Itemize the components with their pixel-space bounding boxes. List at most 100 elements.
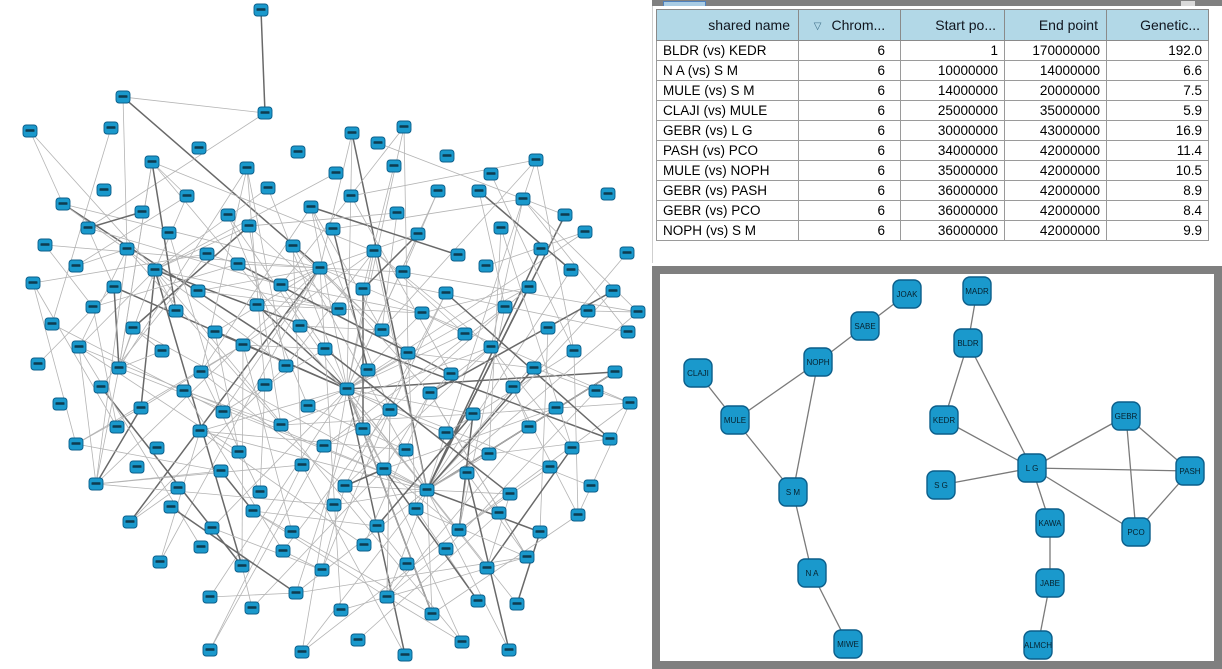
overview-node[interactable]	[602, 432, 618, 446]
overview-node[interactable]	[230, 257, 246, 271]
overview-node[interactable]	[154, 344, 170, 358]
node-shape[interactable]	[720, 405, 750, 435]
overview-node[interactable]	[257, 378, 273, 392]
node-shape[interactable]	[1111, 401, 1141, 431]
overview-node[interactable]	[424, 607, 440, 621]
overview-node[interactable]	[526, 361, 542, 375]
overview-node[interactable]	[25, 276, 41, 290]
overview-node[interactable]	[438, 286, 454, 300]
overview-node[interactable]	[459, 466, 475, 480]
overview-node[interactable]	[533, 242, 549, 256]
overview-node[interactable]	[438, 542, 454, 556]
overview-node[interactable]	[106, 280, 122, 294]
node-shape[interactable]	[892, 279, 922, 309]
node-SG[interactable]: S G	[926, 470, 956, 500]
node-shape[interactable]	[833, 629, 863, 659]
table-row[interactable]: CLAJI (vs) MULE 6 25000000 35000000 5.9	[656, 100, 1209, 121]
node-MIWE[interactable]: MIWE	[833, 629, 863, 659]
overview-node[interactable]	[395, 265, 411, 279]
overview-node[interactable]	[88, 477, 104, 491]
column-header-sharedname[interactable]: shared name	[656, 9, 799, 41]
node-shape[interactable]	[850, 311, 880, 341]
node-shape[interactable]	[1023, 630, 1053, 660]
overview-node[interactable]	[422, 386, 438, 400]
overview-node[interactable]	[96, 183, 112, 197]
overview-node[interactable]	[570, 508, 586, 522]
overview-node[interactable]	[52, 397, 68, 411]
node-KAWA[interactable]: KAWA	[1035, 508, 1065, 538]
overview-node[interactable]	[163, 500, 179, 514]
table-row[interactable]: BLDR (vs) KEDR 6 1 170000000 192.0	[656, 40, 1209, 61]
node-shape[interactable]	[797, 558, 827, 588]
overview-node[interactable]	[470, 594, 486, 608]
attribute-table[interactable]: shared name ▽ Chrom... Start po... End point…	[656, 9, 1209, 241]
overview-node[interactable]	[303, 200, 319, 214]
overview-node[interactable]	[290, 145, 306, 159]
node-NOPH[interactable]: NOPH	[803, 347, 833, 377]
overview-node[interactable]	[204, 521, 220, 535]
column-header-endpoint[interactable]: End point	[1004, 9, 1107, 41]
node-shape[interactable]	[953, 328, 983, 358]
overview-node[interactable]	[451, 523, 467, 537]
overview-node[interactable]	[193, 365, 209, 379]
overview-node[interactable]	[439, 149, 455, 163]
overview-node[interactable]	[249, 298, 265, 312]
overview-node[interactable]	[314, 563, 330, 577]
overview-node[interactable]	[326, 498, 342, 512]
overview-node[interactable]	[316, 439, 332, 453]
node-BLDR[interactable]: BLDR	[953, 328, 983, 358]
overview-node[interactable]	[540, 321, 556, 335]
overview-node[interactable]	[563, 263, 579, 277]
overview-node[interactable]	[144, 155, 160, 169]
node-ALMCH[interactable]: ALMCH	[1023, 630, 1053, 660]
overview-node[interactable]	[356, 538, 372, 552]
detail-network-panel[interactable]: JOAK SABE NOPH CLAJI MULE S M N A MIWE MADR BLDR K…	[652, 266, 1222, 669]
overview-node[interactable]	[317, 342, 333, 356]
overview-node[interactable]	[68, 437, 84, 451]
node-shape[interactable]	[1175, 456, 1205, 486]
overview-node[interactable]	[37, 238, 53, 252]
overview-node[interactable]	[414, 306, 430, 320]
overview-node[interactable]	[454, 635, 470, 649]
node-JABE[interactable]: JABE	[1035, 568, 1065, 598]
overview-node[interactable]	[109, 420, 125, 434]
overview-node[interactable]	[619, 246, 635, 260]
overview-node[interactable]	[103, 121, 119, 135]
node-shape[interactable]	[929, 405, 959, 435]
overview-node[interactable]	[170, 481, 186, 495]
overview-node[interactable]	[374, 323, 390, 337]
overview-node[interactable]	[502, 487, 518, 501]
overview-node[interactable]	[285, 239, 301, 253]
overview-node[interactable]	[350, 633, 366, 647]
overview-node[interactable]	[457, 327, 473, 341]
overview-node[interactable]	[278, 359, 294, 373]
table-row[interactable]: PASH (vs) PCO 6 34000000 42000000 11.4	[656, 140, 1209, 161]
overview-node[interactable]	[355, 282, 371, 296]
node-MULE[interactable]: MULE	[720, 405, 750, 435]
overview-node[interactable]	[179, 189, 195, 203]
table-row[interactable]: GEBR (vs) PCO 6 36000000 42000000 8.4	[656, 200, 1209, 221]
detail-network-canvas[interactable]: JOAK SABE NOPH CLAJI MULE S M N A MIWE MADR BLDR K…	[660, 274, 1214, 661]
node-shape[interactable]	[683, 358, 713, 388]
overview-node[interactable]	[465, 407, 481, 421]
overview-node[interactable]	[497, 300, 513, 314]
overview-node[interactable]	[192, 424, 208, 438]
overview-node[interactable]	[339, 382, 355, 396]
overview-node[interactable]	[605, 284, 621, 298]
overview-node[interactable]	[244, 601, 260, 615]
overview-node[interactable]	[521, 420, 537, 434]
overview-node[interactable]	[199, 247, 215, 261]
overview-node[interactable]	[122, 515, 138, 529]
overview-node[interactable]	[202, 590, 218, 604]
overview-node[interactable]	[161, 226, 177, 240]
overview-node[interactable]	[493, 221, 509, 235]
table-row[interactable]: GEBR (vs) L G 6 30000000 43000000 16.9	[656, 120, 1209, 141]
overview-node[interactable]	[419, 483, 435, 497]
overview-node[interactable]	[257, 106, 273, 120]
overview-node[interactable]	[532, 525, 548, 539]
column-header-startpo[interactable]: Start po...	[900, 9, 1005, 41]
node-CLAJI[interactable]: CLAJI	[683, 358, 713, 388]
column-header-chrom[interactable]: ▽ Chrom...	[798, 9, 901, 41]
overview-node[interactable]	[152, 555, 168, 569]
overview-node[interactable]	[630, 305, 646, 319]
